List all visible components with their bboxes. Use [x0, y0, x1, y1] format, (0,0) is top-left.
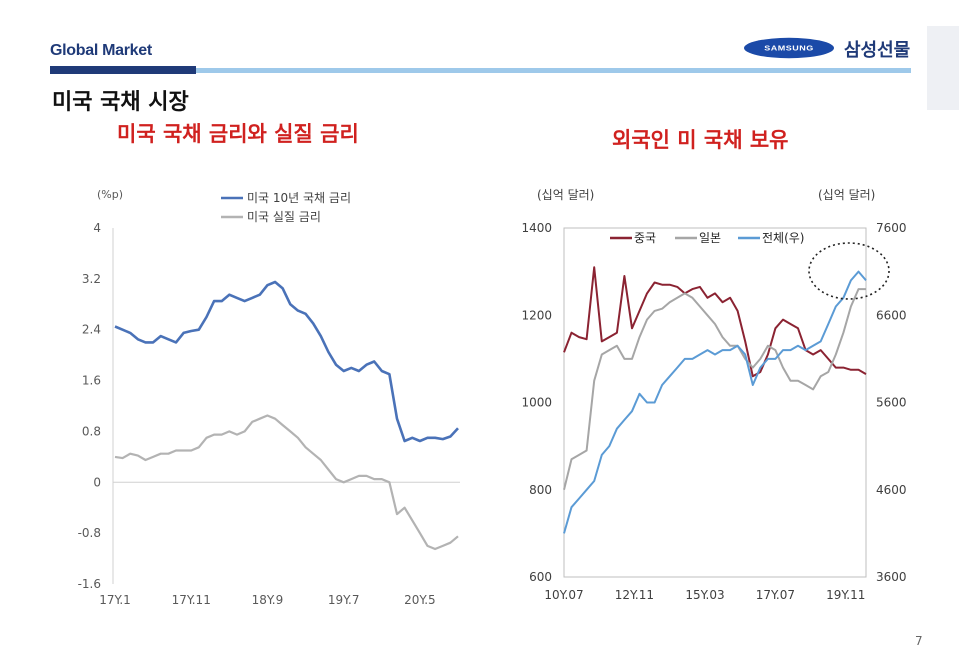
right-chart-x-tick: 12Y.11 [615, 588, 654, 602]
right-chart-y-tick: 1400 [521, 221, 552, 235]
left-chart-series-line [114, 414, 459, 551]
left-chart-y-tick: 3.2 [82, 272, 101, 286]
right-chart-highlight-circle [808, 242, 890, 300]
right-chart-y2-tick: 3600 [876, 570, 907, 584]
left-chart-y-tick: 2.4 [82, 323, 101, 337]
right-chart-y-tick: 600 [529, 570, 552, 584]
right-chart-plot-frame [563, 227, 867, 578]
right-chart-series-line [563, 266, 867, 378]
left-chart-x-tick: 19Y.7 [328, 593, 360, 607]
right-chart-y2-tick: 7600 [876, 221, 907, 235]
right-chart-y-tick: 800 [529, 483, 552, 497]
left-chart-y-tick: 0 [93, 475, 101, 489]
right-chart-y2-tick: 4600 [876, 483, 907, 497]
right-chart-y-tick: 1000 [521, 396, 552, 410]
edge-decoration [927, 26, 959, 110]
page-title: 미국 국채 시장 [52, 90, 189, 115]
right-chart-y-tick: 1200 [521, 308, 552, 322]
right-chart-legend-label: 전체(우) [762, 231, 804, 245]
right-chart-x-tick: 10Y.07 [544, 588, 583, 602]
right-chart-series-line [563, 288, 866, 491]
left-chart-series-line [114, 280, 459, 443]
left-chart-legend-label: 미국 10년 국채 금리 [247, 191, 351, 205]
header-rule-dark [50, 66, 196, 74]
right-chart-y2-tick: 5600 [876, 396, 907, 410]
left-chart-y-tick: 0.8 [82, 424, 101, 438]
brand-logo: SAMSUNG 삼성선물 [744, 34, 912, 62]
right-chart-y2-label: (십억 달러) [818, 188, 875, 202]
right-chart-series-line [563, 270, 867, 534]
left-chart-x-tick: 17Y.1 [99, 593, 131, 607]
right-chart-y-label: (십억 달러) [537, 188, 594, 202]
left-chart-y-tick: -1.6 [78, 577, 101, 591]
left-chart-y-tick: -0.8 [78, 526, 101, 540]
left-chart-heading: 미국 국채 금리와 실질 금리 [117, 122, 359, 146]
left-chart-x-tick: 18Y.9 [252, 593, 284, 607]
left-chart-y-tick: 4 [93, 221, 101, 235]
right-chart-x-tick: 19Y.11 [826, 588, 865, 602]
right-chart-y2-tick: 6600 [876, 308, 907, 322]
header-rule-light [196, 68, 911, 73]
section-title: Global Market [50, 42, 152, 59]
right-chart-legend-label: 일본 [699, 231, 721, 245]
samsung-logo: SAMSUNG [744, 37, 834, 59]
right-chart-x-tick: 15Y.03 [685, 588, 724, 602]
left-chart-x-tick: 17Y.11 [172, 593, 211, 607]
right-chart-heading: 외국인 미 국채 보유 [612, 128, 789, 152]
right-chart-x-tick: 17Y.07 [756, 588, 795, 602]
page-number: 7 [915, 634, 923, 648]
left-chart-y-tick: 1.6 [82, 374, 101, 388]
right-chart-legend-label: 중국 [634, 231, 656, 245]
brand-name: 삼성선물 [844, 40, 911, 61]
left-chart-legend-label: 미국 실질 금리 [247, 210, 321, 224]
left-chart-x-tick: 20Y.5 [404, 593, 436, 607]
left-chart-y-label: (%p) [97, 188, 123, 201]
